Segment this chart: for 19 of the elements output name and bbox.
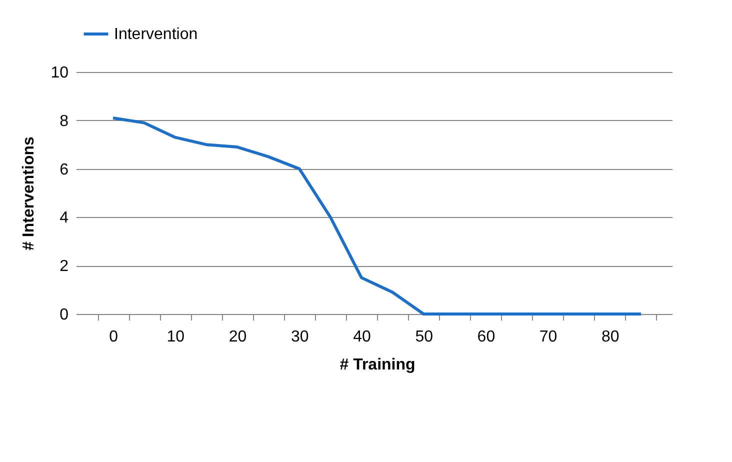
x-tick-label: 0 [109,328,118,346]
x-tick-label: 50 [415,328,434,346]
y-axis-title: # Interventions [20,136,38,250]
x-tick-label: 40 [353,328,371,346]
legend-label: Intervention [114,26,198,43]
x-tick-label: 20 [228,328,247,346]
x-tick-label: 80 [601,328,620,346]
x-tick-label: 10 [166,328,185,346]
y-tick-label: 6 [60,161,69,178]
x-axis-title: # Training [340,356,416,374]
x-tick-label: 60 [477,328,496,346]
y-tick-label: 2 [60,258,69,276]
y-tick-label: 8 [60,112,69,130]
y-tick-label: 10 [50,64,69,82]
y-tick-label: 4 [60,210,69,227]
line-series [112,116,642,316]
x-tick-label: 70 [539,328,558,346]
y-tick-label: 0 [60,306,69,324]
x-tick-label: 30 [290,328,309,346]
